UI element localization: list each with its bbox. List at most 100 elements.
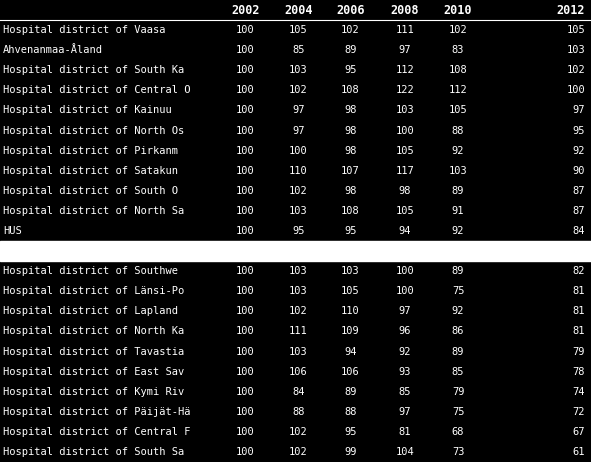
Text: 89: 89: [344, 387, 357, 397]
Text: 85: 85: [452, 367, 465, 377]
Text: 2008: 2008: [391, 4, 419, 17]
Text: 103: 103: [449, 166, 467, 176]
Text: Hospital district of North Os: Hospital district of North Os: [3, 126, 184, 135]
Text: 92: 92: [398, 346, 411, 357]
Text: 103: 103: [341, 266, 360, 276]
Text: 105: 105: [289, 25, 308, 35]
Text: 95: 95: [292, 226, 305, 236]
Text: 89: 89: [344, 45, 357, 55]
Text: 100: 100: [236, 146, 255, 156]
Text: 85: 85: [292, 45, 305, 55]
Text: 92: 92: [452, 146, 465, 156]
Text: 98: 98: [398, 186, 411, 196]
Text: Hospital district of Southwe: Hospital district of Southwe: [3, 266, 178, 276]
Text: Hospital district of Kymi Riv: Hospital district of Kymi Riv: [3, 387, 184, 397]
Text: 103: 103: [289, 346, 308, 357]
Text: 100: 100: [236, 407, 255, 417]
Text: 103: 103: [289, 286, 308, 296]
Text: 92: 92: [452, 226, 465, 236]
Text: Hospital district of Tavastia: Hospital district of Tavastia: [3, 346, 184, 357]
Text: 102: 102: [289, 427, 308, 437]
Text: 88: 88: [292, 407, 305, 417]
Text: 100: 100: [236, 126, 255, 135]
Text: Hospital district of Central F: Hospital district of Central F: [3, 427, 190, 437]
Text: 100: 100: [236, 367, 255, 377]
Text: 97: 97: [398, 45, 411, 55]
Text: 95: 95: [344, 226, 357, 236]
Text: 108: 108: [341, 85, 360, 95]
Text: 102: 102: [566, 65, 585, 75]
Text: 2004: 2004: [284, 4, 313, 17]
Text: 2006: 2006: [336, 4, 365, 17]
Text: 94: 94: [344, 346, 357, 357]
Text: 110: 110: [341, 306, 360, 316]
Text: 86: 86: [452, 327, 465, 336]
Text: 102: 102: [289, 306, 308, 316]
Text: 75: 75: [452, 286, 465, 296]
Text: 122: 122: [395, 85, 414, 95]
Text: 89: 89: [452, 346, 465, 357]
Text: Hospital district of Pirkanm: Hospital district of Pirkanm: [3, 146, 178, 156]
Text: 90: 90: [573, 166, 585, 176]
Text: 103: 103: [395, 105, 414, 116]
Text: 102: 102: [449, 25, 467, 35]
Text: 89: 89: [452, 266, 465, 276]
Text: 108: 108: [341, 206, 360, 216]
Text: 84: 84: [573, 226, 585, 236]
Text: Hospital district of Vaasa: Hospital district of Vaasa: [3, 25, 165, 35]
Text: 100: 100: [566, 85, 585, 95]
Text: 85: 85: [398, 387, 411, 397]
Text: 2010: 2010: [444, 4, 472, 17]
Text: 102: 102: [289, 85, 308, 95]
Text: 92: 92: [452, 306, 465, 316]
Text: 98: 98: [344, 146, 357, 156]
Text: 100: 100: [395, 286, 414, 296]
Text: 97: 97: [398, 306, 411, 316]
Text: 97: 97: [292, 126, 305, 135]
Text: 105: 105: [566, 25, 585, 35]
Text: 82: 82: [573, 266, 585, 276]
Text: 100: 100: [236, 226, 255, 236]
Text: 112: 112: [449, 85, 467, 95]
Text: 100: 100: [236, 306, 255, 316]
Text: 81: 81: [573, 327, 585, 336]
Bar: [0, 241, 591, 261]
Text: 106: 106: [341, 367, 360, 377]
Text: 95: 95: [344, 427, 357, 437]
Text: 105: 105: [395, 146, 414, 156]
Text: 100: 100: [236, 166, 255, 176]
Text: 98: 98: [344, 126, 357, 135]
Text: 88: 88: [344, 407, 357, 417]
Text: Hospital district of Satakun: Hospital district of Satakun: [3, 166, 178, 176]
Text: Hospital district of Länsi-Po: Hospital district of Länsi-Po: [3, 286, 184, 296]
Text: 88: 88: [452, 126, 465, 135]
Text: 111: 111: [289, 327, 308, 336]
Text: 98: 98: [344, 186, 357, 196]
Text: 100: 100: [236, 105, 255, 116]
Text: HUS: HUS: [3, 226, 22, 236]
Text: 2002: 2002: [231, 4, 259, 17]
Text: 89: 89: [452, 186, 465, 196]
Text: 100: 100: [236, 427, 255, 437]
Text: 87: 87: [573, 186, 585, 196]
Text: 100: 100: [236, 387, 255, 397]
Text: 73: 73: [452, 447, 465, 457]
Text: 68: 68: [452, 427, 465, 437]
Text: 100: 100: [395, 266, 414, 276]
Text: 78: 78: [573, 367, 585, 377]
Text: 67: 67: [573, 427, 585, 437]
Text: 81: 81: [398, 427, 411, 437]
Text: Hospital district of Kainuu: Hospital district of Kainuu: [3, 105, 172, 116]
Text: 98: 98: [344, 105, 357, 116]
Text: 100: 100: [236, 346, 255, 357]
Text: 100: 100: [395, 126, 414, 135]
Text: 81: 81: [573, 306, 585, 316]
Text: 72: 72: [573, 407, 585, 417]
Text: Hospital district of North Sa: Hospital district of North Sa: [3, 206, 184, 216]
Text: 117: 117: [395, 166, 414, 176]
Text: 103: 103: [289, 266, 308, 276]
Text: 97: 97: [398, 407, 411, 417]
Text: 109: 109: [341, 327, 360, 336]
Text: 95: 95: [344, 65, 357, 75]
Text: 105: 105: [341, 286, 360, 296]
